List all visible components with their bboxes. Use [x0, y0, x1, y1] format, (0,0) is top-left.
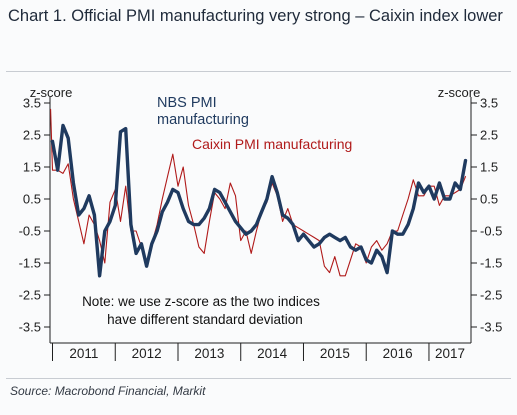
caixin-pmi-line [50, 108, 467, 277]
footer-divider [6, 378, 511, 379]
title-divider [6, 71, 511, 72]
y-tick-label-right: -1.5 [480, 256, 502, 271]
x-tick-label: 2017 [435, 346, 465, 361]
x-tick-label: 2014 [257, 346, 288, 361]
y-tick-label-right: -0.5 [480, 224, 502, 239]
y-tick-label-right: 1.5 [480, 160, 498, 175]
y-tick-label-left: 3.5 [23, 96, 41, 111]
x-tick-label: 2015 [320, 346, 350, 361]
y-axis-unit-right: z-score [438, 85, 481, 100]
nbs-pmi-line [50, 123, 468, 278]
y-tick-label-right: -2.5 [480, 288, 502, 303]
y-tick-label-right: -3.5 [480, 320, 502, 335]
y-tick-label-right: 0.5 [480, 192, 498, 207]
caixin-series-label: Caixin PMI manufacturing [192, 136, 352, 152]
y-tick-label-left: 1.5 [23, 160, 41, 175]
nbs-series-label-line1: NBS PMI [157, 95, 217, 111]
source-note: Source: Macrobond Financial, Markit [10, 384, 206, 398]
y-tick-label-left: -0.5 [19, 224, 41, 239]
y-tick-label-left: 2.5 [23, 128, 41, 143]
x-tick-label: 2012 [132, 346, 162, 361]
y-tick-label-right: 2.5 [480, 128, 498, 143]
y-tick-label-left: -3.5 [19, 320, 41, 335]
x-tick-label: 2013 [194, 346, 224, 361]
y-tick-label-right: 3.5 [480, 96, 498, 111]
x-tick-label: 2011 [69, 346, 98, 361]
y-tick-label-left: -2.5 [19, 288, 41, 303]
annotation-line2: have different standard deviation [107, 312, 303, 327]
chart-title: Chart 1. Official PMI manufacturing very… [8, 7, 503, 25]
y-axis-unit-left: z-score [30, 85, 73, 100]
annotation-line1: Note: we use z-score as the two indices [82, 294, 320, 309]
y-tick-label-left: 0.5 [23, 192, 41, 207]
y-tick-label-left: -1.5 [19, 256, 41, 271]
nbs-series-label-line2: manufacturing [157, 112, 249, 128]
x-tick-label: 2016 [383, 346, 413, 361]
